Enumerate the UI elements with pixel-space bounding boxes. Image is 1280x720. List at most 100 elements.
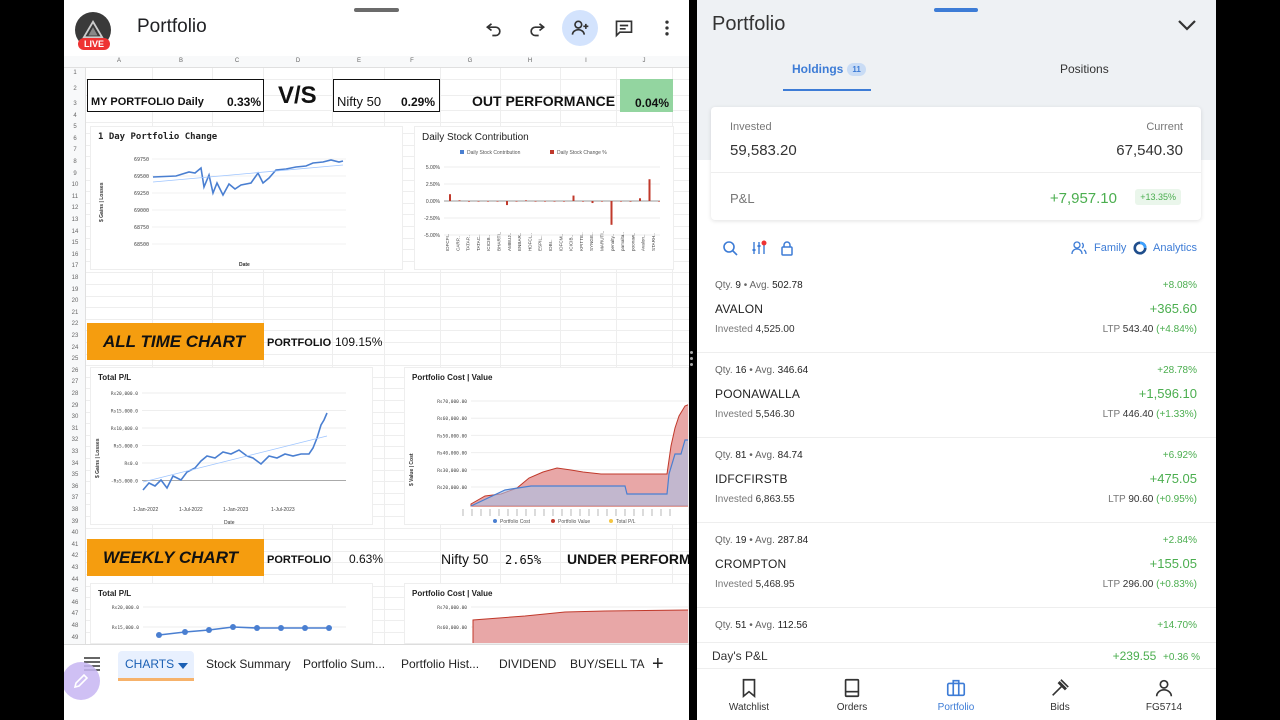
row-header[interactable]: 38 — [71, 507, 79, 513]
nav-bids[interactable]: Bids — [1020, 675, 1100, 713]
row-header[interactable]: 7 — [73, 147, 77, 154]
row-header[interactable]: 43 — [71, 565, 79, 571]
row-header[interactable]: 30 — [71, 414, 79, 421]
analytics-ring-icon[interactable] — [1133, 241, 1147, 255]
holding-row[interactable]: Qty. 16 • Avg. 346.64 +28.78% POONAWALLA +1… — [697, 353, 1216, 438]
my-portfolio-cell[interactable] — [87, 79, 264, 112]
column-header[interactable]: C — [234, 58, 240, 64]
lock-icon[interactable] — [779, 240, 795, 256]
row-header[interactable]: 40 — [71, 530, 79, 537]
edit-pencil-icon[interactable] — [64, 662, 100, 700]
row-header[interactable]: 3 — [73, 101, 77, 107]
holding-row[interactable]: Qty. 19 • Avg. 287.84 +2.84% CROMPTON +155.… — [697, 523, 1216, 608]
column-header[interactable]: A — [116, 58, 121, 64]
drag-handle[interactable] — [354, 8, 399, 12]
nav-watchlist[interactable]: Watchlist — [709, 675, 789, 713]
row-header[interactable]: 12 — [71, 205, 79, 212]
search-icon[interactable] — [722, 240, 738, 256]
nav-profile[interactable]: FG5714 — [1124, 675, 1204, 713]
tab-portfolio-summary[interactable]: Portfolio Sum... — [303, 657, 386, 671]
undo-icon[interactable] — [480, 14, 508, 42]
column-header[interactable]: D — [295, 58, 301, 64]
row-header[interactable]: 31 — [71, 425, 79, 432]
filter-sliders-icon[interactable] — [751, 240, 767, 256]
nav-orders[interactable]: Orders — [812, 675, 892, 713]
days-pnl-bar[interactable]: Day's P&L +239.55 +0.36 % — [697, 642, 1216, 668]
sheets-menu-icon[interactable] — [84, 657, 100, 674]
row-header[interactable]: 16 — [71, 251, 79, 258]
tab-holdings[interactable]: Holdings 11 — [792, 62, 866, 77]
row-header[interactable]: 48 — [71, 623, 79, 629]
out-performance-cell[interactable] — [620, 79, 673, 112]
row-header[interactable]: 33 — [71, 449, 79, 455]
chart-daily-stock-contribution[interactable]: Daily Stock Contribution Daily Stock Con… — [414, 126, 674, 270]
row-header[interactable]: 42 — [71, 553, 79, 560]
weekly-chart-portfolio-cost-value[interactable]: Portfolio Cost | Value Rs70,000.00 Rs60,0… — [404, 583, 689, 644]
row-header[interactable]: 22 — [71, 321, 79, 328]
holding-row[interactable]: Qty. 9 • Avg. 502.78 +8.08% AVALON +365.60 I… — [697, 268, 1216, 353]
row-header[interactable]: 23 — [71, 333, 79, 339]
row-header[interactable]: 47 — [71, 611, 79, 618]
row-header[interactable]: 10 — [71, 182, 79, 189]
comment-icon[interactable] — [610, 14, 638, 42]
row-header[interactable]: 49 — [71, 634, 79, 641]
analytics-link[interactable]: Analytics — [1153, 242, 1198, 254]
row-header[interactable]: 45 — [71, 588, 79, 595]
split-divider-handle[interactable] — [690, 348, 694, 374]
row-header[interactable]: 36 — [71, 483, 79, 490]
chart-1day-portfolio-change[interactable]: 1 Day Portfolio Change 69750 69500 69250 69… — [90, 126, 403, 270]
column-header[interactable]: J — [642, 58, 646, 64]
column-header[interactable]: H — [527, 58, 533, 64]
row-header[interactable]: 15 — [71, 240, 79, 247]
row-header[interactable]: 1 — [73, 70, 77, 76]
row-header[interactable]: 2 — [73, 86, 77, 92]
row-header[interactable]: 39 — [71, 518, 79, 525]
row-header[interactable]: 5 — [73, 124, 77, 131]
row-header[interactable]: 41 — [71, 541, 79, 548]
column-header[interactable]: B — [178, 58, 183, 64]
tab-stock-summary[interactable]: Stock Summary — [206, 657, 291, 671]
chart-total-pl[interactable]: Total P/L Rs20,000.0 Rs15,000.0 Rs10,000.0… — [90, 367, 373, 525]
row-header[interactable]: 21 — [71, 309, 79, 316]
weekly-chart-total-pl[interactable]: Total P/L Rs20,000.0 Rs15,000.0 — [90, 583, 373, 644]
row-header[interactable]: 28 — [71, 391, 79, 397]
add-sheet-plus-icon[interactable]: + — [652, 653, 664, 675]
row-header[interactable]: 18 — [71, 275, 79, 281]
chevron-down-icon[interactable] — [1175, 14, 1199, 36]
row-header[interactable]: 34 — [71, 460, 79, 467]
tab-buy-sell[interactable]: BUY/SELL TA — [570, 657, 645, 671]
family-link[interactable]: Family — [1094, 242, 1127, 254]
row-header[interactable]: 11 — [71, 193, 79, 200]
row-header[interactable]: 24 — [71, 344, 79, 351]
drag-handle[interactable] — [934, 8, 978, 12]
column-header[interactable]: G — [467, 58, 473, 64]
row-header[interactable]: 17 — [71, 263, 79, 270]
chart-portfolio-cost-value[interactable]: Portfolio Cost | Value Rs70,000.00 Rs60,0… — [404, 367, 689, 525]
row-header[interactable]: 32 — [71, 437, 79, 444]
row-header[interactable]: 14 — [71, 228, 79, 235]
tab-dividend[interactable]: DIVIDEND — [499, 657, 557, 671]
tab-positions[interactable]: Positions — [1060, 62, 1109, 76]
nifty-cell[interactable] — [333, 79, 440, 112]
row-header[interactable]: 20 — [71, 298, 79, 305]
row-header[interactable]: 8 — [73, 159, 77, 165]
nav-portfolio[interactable]: Portfolio — [916, 675, 996, 713]
row-header[interactable]: 4 — [73, 112, 77, 119]
row-header[interactable]: 44 — [71, 576, 79, 583]
family-people-icon[interactable] — [1071, 240, 1087, 256]
row-header[interactable]: 29 — [71, 402, 79, 409]
share-person-add-icon[interactable] — [562, 10, 598, 46]
row-header[interactable]: 46 — [71, 599, 79, 606]
row-header[interactable]: 9 — [73, 170, 77, 177]
row-header[interactable]: 35 — [71, 472, 79, 479]
row-header[interactable]: 27 — [71, 379, 79, 386]
redo-icon[interactable] — [523, 14, 551, 42]
row-header[interactable]: 13 — [71, 217, 79, 223]
holding-row[interactable]: Qty. 81 • Avg. 84.74 +6.92% IDFCFIRSTB +475… — [697, 438, 1216, 523]
column-header[interactable]: I — [585, 58, 587, 64]
row-header[interactable]: 26 — [71, 367, 79, 374]
tab-charts[interactable]: CHARTS — [125, 657, 175, 671]
tab-charts-dropdown-icon[interactable] — [178, 659, 188, 673]
more-vert-icon[interactable] — [653, 14, 681, 42]
